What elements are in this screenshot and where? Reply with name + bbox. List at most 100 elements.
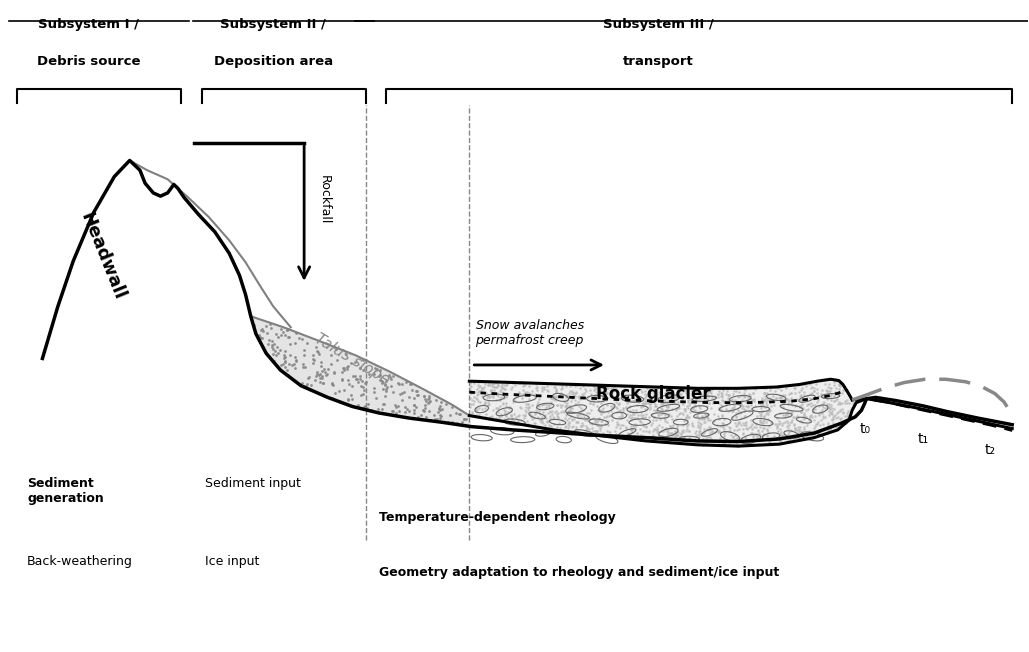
Point — [564, 422, 580, 433]
Point — [793, 383, 810, 393]
Point — [769, 421, 785, 432]
Point — [647, 400, 664, 411]
Point — [397, 402, 414, 412]
Point — [442, 409, 459, 420]
Point — [792, 407, 809, 417]
Point — [340, 394, 356, 404]
Point — [277, 352, 293, 363]
Point — [277, 356, 293, 366]
Point — [800, 391, 816, 402]
Point — [811, 391, 827, 401]
Point — [670, 396, 686, 407]
Point — [634, 420, 650, 430]
Point — [498, 390, 514, 400]
Point — [554, 381, 570, 391]
Point — [410, 390, 426, 400]
Point — [391, 406, 407, 416]
Point — [637, 393, 653, 404]
Point — [804, 412, 820, 422]
Point — [625, 404, 641, 415]
Point — [499, 390, 516, 400]
Point — [676, 404, 693, 414]
Point — [369, 404, 386, 415]
Point — [540, 420, 557, 430]
Point — [473, 391, 490, 401]
Point — [509, 411, 526, 421]
Point — [635, 399, 651, 409]
Point — [683, 436, 700, 446]
Point — [780, 418, 796, 428]
Point — [570, 391, 587, 402]
Point — [747, 419, 764, 429]
Point — [781, 389, 797, 399]
Point — [682, 397, 699, 408]
Point — [780, 398, 796, 409]
Point — [783, 415, 800, 425]
Point — [745, 422, 761, 432]
Point — [820, 425, 837, 436]
Point — [564, 385, 580, 396]
Point — [413, 410, 429, 421]
Point — [552, 422, 568, 433]
Point — [723, 394, 740, 404]
Point — [577, 385, 594, 396]
Point — [561, 421, 577, 432]
Point — [255, 326, 272, 336]
Point — [795, 421, 812, 432]
Point — [481, 392, 497, 402]
Point — [654, 426, 671, 436]
Point — [660, 429, 676, 439]
Point — [577, 424, 594, 435]
Point — [818, 428, 835, 438]
Point — [744, 439, 760, 449]
Point — [393, 388, 410, 398]
Point — [276, 353, 292, 363]
Point — [700, 415, 716, 425]
Point — [527, 418, 543, 428]
Point — [645, 385, 662, 396]
Point — [467, 393, 484, 404]
Point — [254, 324, 271, 334]
Point — [710, 425, 726, 436]
Point — [670, 426, 686, 437]
Point — [628, 419, 644, 430]
Point — [693, 393, 709, 403]
Point — [354, 376, 370, 386]
Point — [756, 402, 773, 413]
Point — [590, 419, 606, 430]
Point — [721, 439, 738, 450]
Point — [618, 415, 635, 425]
Point — [652, 398, 669, 409]
Point — [694, 411, 710, 422]
Point — [392, 389, 409, 400]
Point — [667, 383, 683, 393]
Point — [530, 406, 546, 416]
Point — [623, 396, 639, 406]
Point — [464, 395, 481, 406]
Point — [544, 393, 561, 403]
Point — [605, 383, 622, 393]
Point — [443, 417, 460, 427]
Point — [520, 415, 536, 426]
Point — [485, 390, 501, 400]
Point — [568, 388, 584, 398]
Point — [383, 381, 399, 391]
Point — [660, 424, 676, 434]
Point — [736, 384, 752, 394]
Point — [615, 391, 632, 402]
Point — [547, 383, 564, 394]
Point — [328, 344, 345, 355]
Point — [822, 408, 839, 419]
Point — [786, 411, 803, 422]
Point — [687, 394, 704, 404]
Point — [648, 425, 665, 436]
Point — [522, 409, 538, 420]
Point — [794, 392, 811, 402]
Point — [803, 409, 819, 420]
Point — [595, 403, 611, 413]
Point — [615, 404, 632, 415]
Point — [309, 346, 325, 356]
Point — [736, 406, 752, 417]
Point — [779, 394, 795, 404]
Point — [792, 385, 809, 396]
